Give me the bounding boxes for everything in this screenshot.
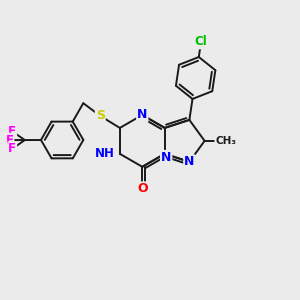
Text: Cl: Cl xyxy=(195,35,207,48)
Text: F: F xyxy=(8,142,16,155)
Text: CH₃: CH₃ xyxy=(215,136,236,146)
Text: F: F xyxy=(5,134,14,147)
Text: NH: NH xyxy=(95,147,115,160)
Text: O: O xyxy=(137,182,148,195)
Text: N: N xyxy=(161,151,171,164)
Text: F: F xyxy=(8,125,16,138)
Text: N: N xyxy=(184,155,195,168)
Text: N: N xyxy=(137,109,148,122)
Text: S: S xyxy=(96,110,105,122)
